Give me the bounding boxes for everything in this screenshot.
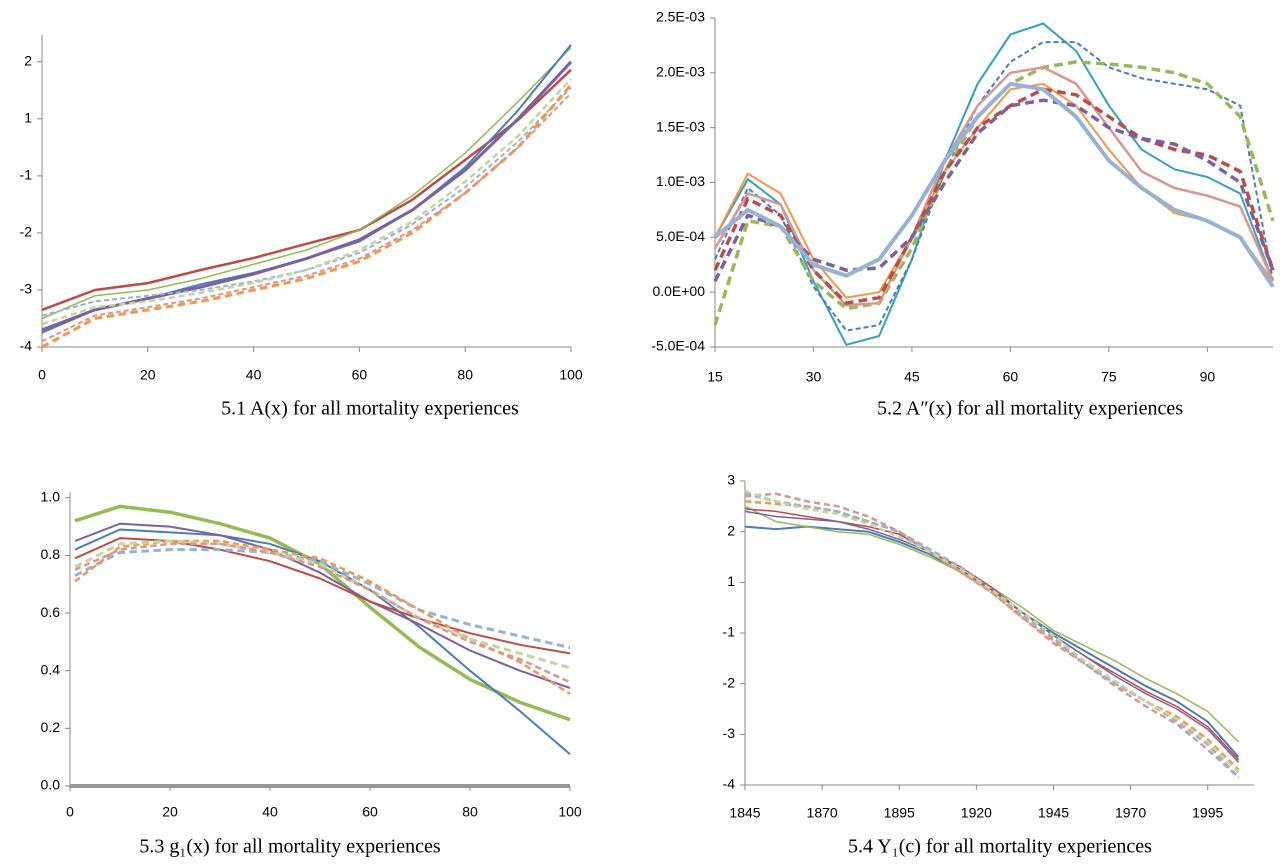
y-tick-label: -4 (723, 776, 736, 792)
series-line (713, 81, 1275, 288)
y-tick-label: 0.0 (41, 777, 61, 793)
series-line (744, 510, 1240, 763)
y-tick-label: -1 (20, 167, 33, 183)
x-tick-label: 80 (457, 367, 473, 383)
series-line (41, 68, 572, 312)
y-tick-label: 3 (727, 472, 735, 488)
x-tick-label: 60 (362, 804, 378, 820)
x-tick-label: 90 (1200, 369, 1216, 385)
chart-panel: -4 -3 -2 -1 1 2 3 1845 1870 1895 1920 1945 1970 1995 5… (723, 472, 1254, 858)
y-tick-label: 2 (727, 522, 735, 538)
series-line (713, 60, 1275, 326)
series-line (74, 539, 571, 670)
series-line (714, 22, 1274, 346)
y-tick-label: 1.5E-03 (656, 118, 705, 134)
y-tick-label: 0.2 (41, 719, 61, 735)
x-tick-label: 1895 (884, 805, 915, 821)
x-tick-label: 0 (66, 804, 74, 820)
series-line (74, 522, 571, 689)
x-tick-label: 40 (262, 804, 278, 820)
y-tick-label: 2 (24, 53, 32, 69)
series-line (74, 542, 571, 684)
series-line (744, 489, 1240, 774)
series-line (41, 44, 572, 334)
y-tick-label: -3 (20, 281, 33, 297)
caption: 5.2 A″(x) for all mortality experiences (877, 398, 1183, 420)
series-line (744, 508, 1240, 761)
series-line (74, 539, 571, 695)
series-line (41, 78, 572, 326)
x-tick-label: 1870 (807, 805, 838, 821)
y-tick-label: -5.0E-04 (651, 338, 705, 354)
series-line (41, 92, 572, 343)
series-line (713, 98, 1275, 282)
x-tick-label: 0 (38, 367, 46, 383)
y-tick-label: 0.8 (41, 546, 61, 562)
y-tick-label: 1 (727, 573, 735, 589)
y-tick-label: -1 (723, 624, 736, 640)
y-tick-label: 2.5E-03 (656, 9, 705, 25)
chart-panel: 0.0 0.2 0.4 0.6 0.8 1.0 0 20 40 60 80 100 5.3 g₁(x) … (41, 488, 582, 857)
caption: 5.4 Y₁(c) for all mortality experiences (848, 836, 1152, 858)
x-tick-label: 1845 (729, 805, 760, 821)
series-line (744, 500, 1240, 771)
y-tick-label: 1.0E-03 (656, 173, 705, 189)
chart-panel: -5.0E-04 0.0E+00 5.0E-04 1.0E-03 1.5E-03 2.0E… (651, 9, 1275, 420)
y-tick-label: 0.6 (41, 604, 61, 620)
series-line (74, 548, 571, 650)
caption: 5.3 g₁(x) for all mortality experiences (139, 836, 441, 858)
y-tick-label: 5.0E-04 (656, 228, 705, 244)
x-tick-label: 40 (246, 367, 262, 383)
y-tick-label: -4 (20, 338, 33, 354)
series-line (41, 60, 573, 332)
x-tick-label: 15 (707, 369, 723, 385)
series-line (744, 492, 1240, 779)
y-tick-label: -2 (20, 224, 33, 240)
series-line (74, 528, 571, 756)
series-line (714, 41, 1274, 332)
series-line (41, 86, 572, 317)
x-tick-label: 20 (162, 804, 178, 820)
x-tick-label: 1970 (1115, 805, 1146, 821)
series-line (744, 492, 1240, 779)
x-tick-label: 45 (904, 369, 920, 385)
x-tick-label: 100 (558, 804, 582, 820)
y-tick-label: 2.0E-03 (656, 64, 705, 80)
y-tick-label: 1.0 (41, 488, 61, 504)
y-tick-label: -3 (723, 725, 736, 741)
x-tick-label: 1920 (961, 805, 992, 821)
y-tick-label: 1 (24, 110, 32, 126)
x-tick-label: 80 (462, 804, 478, 820)
series-line (744, 525, 1240, 758)
series-line (74, 537, 571, 655)
y-tick-label: 0.4 (41, 661, 61, 677)
y-tick-label: -2 (723, 674, 736, 690)
series-line (41, 83, 573, 349)
x-tick-label: 60 (1003, 369, 1019, 385)
series-line (714, 82, 1274, 299)
series-line (744, 505, 1240, 743)
series-line (41, 46, 572, 320)
caption: 5.1 A(x) for all mortality experiences (221, 398, 519, 420)
x-tick-label: 1945 (1038, 805, 1069, 821)
x-tick-label: 1995 (1192, 805, 1223, 821)
x-tick-label: 100 (559, 367, 583, 383)
series-line (74, 504, 571, 722)
x-tick-label: 30 (806, 369, 822, 385)
x-tick-label: 75 (1101, 369, 1117, 385)
y-tick-label: 0.0E+00 (652, 283, 705, 299)
x-tick-label: 60 (352, 367, 368, 383)
x-tick-label: 20 (140, 367, 156, 383)
